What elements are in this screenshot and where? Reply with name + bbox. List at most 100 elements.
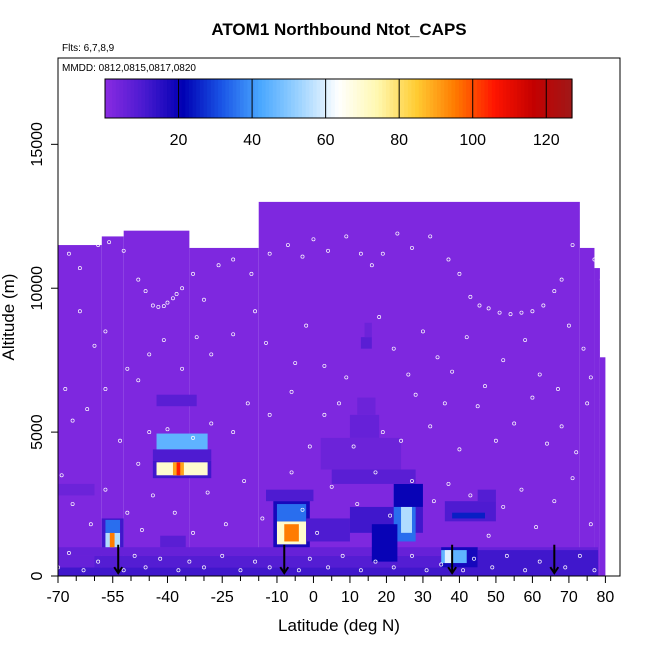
profile-point (519, 310, 524, 315)
profile-point (461, 568, 466, 573)
profile-point (174, 292, 179, 296)
colorbar-swatch (192, 79, 197, 118)
profile-point (242, 479, 247, 483)
profile-point (552, 499, 557, 504)
heatmap-cell (357, 397, 376, 415)
y-tick-label: 5000 (29, 414, 46, 450)
profile-point (118, 438, 122, 443)
profile-point (150, 493, 155, 498)
profile-point (588, 522, 593, 527)
colorbar-swatch (203, 79, 208, 118)
colorbar-swatch (145, 79, 150, 118)
coverage-region (58, 245, 102, 577)
profile-point (216, 263, 221, 268)
colorbar-swatch (466, 79, 471, 118)
colorbar-swatch (115, 79, 121, 118)
colorbar-swatch (564, 79, 569, 118)
profile-point (267, 412, 272, 417)
profile-point (563, 565, 568, 570)
colorbar-swatch (177, 79, 183, 118)
colorbar-swatch (528, 79, 533, 118)
profile-point (523, 568, 528, 573)
profile-point (77, 309, 82, 314)
profile-point (457, 271, 462, 276)
colorbar-swatch (123, 79, 128, 118)
y-axis: 0 5000 10000 15000 (29, 122, 59, 580)
profile-point (156, 304, 161, 309)
colorbar-swatch (218, 79, 223, 118)
colorbar-swatch (105, 79, 110, 118)
colorbar-swatch (495, 79, 500, 118)
colorbar-frame (104, 78, 573, 119)
profile-point (406, 372, 411, 377)
arrow-marker (279, 544, 290, 575)
profile-point (139, 528, 144, 532)
profile-point (537, 372, 542, 377)
profile-point (581, 234, 586, 239)
profile-point (66, 251, 71, 256)
colorbar-swatch (185, 79, 190, 118)
profile-point (326, 248, 331, 253)
profile-point (512, 421, 517, 426)
profile-point (107, 240, 112, 245)
profile-point (136, 378, 141, 383)
profile-point (475, 404, 480, 409)
profile-point (358, 251, 363, 256)
profile-point (537, 559, 542, 564)
colorbar-swatch (407, 79, 413, 118)
heatmap-cell (58, 483, 95, 496)
profile-point (70, 418, 75, 423)
profile-point (399, 438, 403, 443)
colorbar-swatch (393, 79, 398, 118)
colorbar-swatch (378, 79, 383, 118)
arrow-markers (113, 544, 560, 575)
dates-annotation: MMDD: 0812,0815,0817,0820 (62, 63, 196, 74)
profile-point (552, 289, 557, 294)
profile-point (501, 504, 506, 509)
colorbar-swatch (232, 79, 237, 118)
colorbar-swatch (221, 79, 226, 118)
profile-point (132, 553, 137, 558)
profile-point (574, 450, 579, 455)
profile-point (468, 294, 473, 299)
colorbar-swatch (389, 79, 394, 118)
colorbar-swatch (163, 79, 168, 118)
profile-point (191, 530, 195, 535)
profile-point (519, 487, 524, 492)
profile-point (209, 421, 214, 426)
profile-point (81, 568, 86, 573)
profile-point (136, 461, 141, 466)
profile-point (329, 484, 334, 489)
colorbar-swatch (499, 79, 504, 118)
profile-point (395, 231, 400, 236)
profile-point (410, 553, 414, 558)
colorbar-swatch (327, 79, 332, 118)
colorbar-swatch (312, 79, 318, 118)
heatmap-cell (58, 555, 95, 568)
colorbar-tick-label: 60 (317, 132, 335, 149)
colorbar-swatch (356, 79, 361, 118)
colorbar-swatch (134, 79, 139, 118)
colorbar-swatch (298, 79, 303, 118)
colorbar-swatch (130, 79, 135, 118)
heatmap-cell (266, 489, 314, 502)
profile-point (545, 441, 549, 446)
profile-point (125, 366, 130, 371)
heatmap-cell (176, 462, 181, 476)
profile-point (300, 507, 305, 512)
colorbar-swatch (447, 79, 453, 118)
x-tick-label: 30 (414, 589, 432, 606)
profile-point (85, 407, 90, 412)
colorbar-swatch (404, 79, 409, 118)
colorbar-swatch (283, 79, 289, 118)
profile-point (493, 438, 498, 443)
colorbar-swatch (280, 79, 285, 118)
colorbar-swatch (210, 79, 216, 118)
colorbar-swatch (400, 79, 405, 118)
colorbar-swatch (553, 79, 559, 118)
colorbar-swatch (546, 79, 551, 118)
heatmap-cells (58, 201, 606, 577)
profile-point (599, 277, 604, 282)
colorbar-swatch (535, 79, 540, 118)
colorbar-swatch (480, 79, 486, 118)
